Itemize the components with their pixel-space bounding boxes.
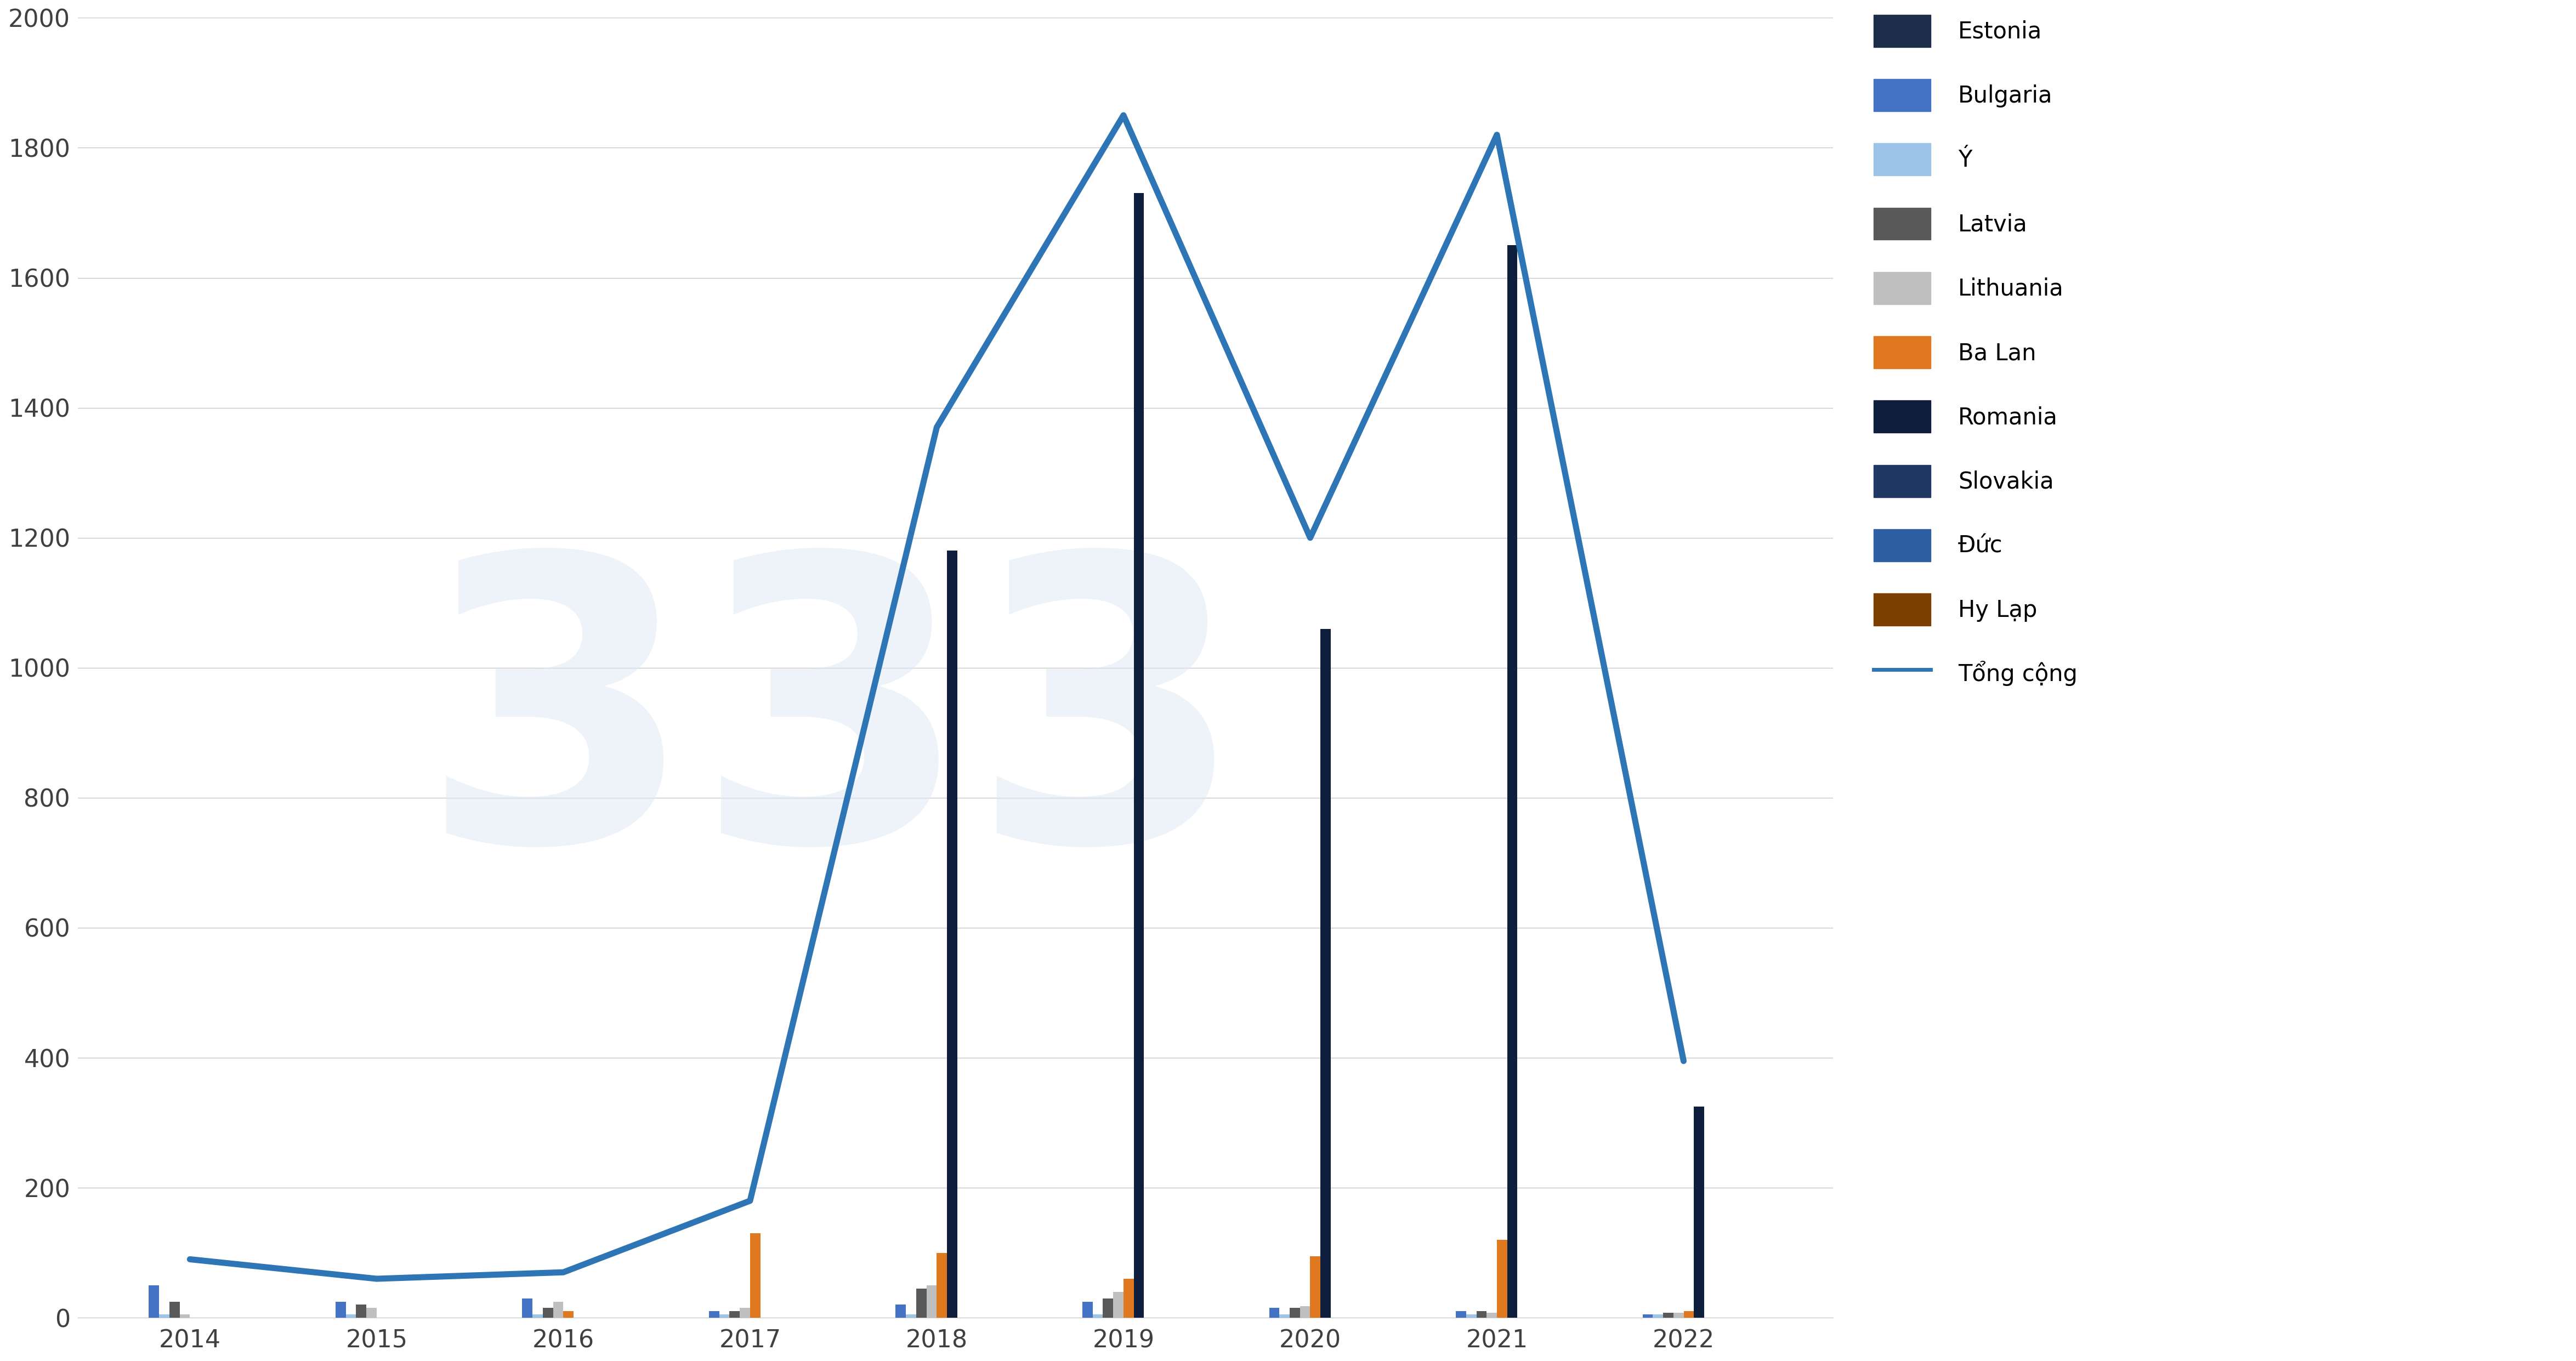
Bar [544, 1308, 554, 1317]
Bar [1103, 1298, 1113, 1317]
Bar [1301, 1307, 1311, 1317]
Bar [1643, 1315, 1654, 1317]
Bar [149, 1285, 160, 1317]
Bar [739, 1308, 750, 1317]
Legend: Estonia, Bulgaria, Ý, Latvia, Lithuania, Ba Lan, Romania, Slovakia, Đức, Hy Lạp,: Estonia, Bulgaria, Ý, Latvia, Lithuania,… [1862, 3, 2089, 701]
Bar [1455, 1311, 1466, 1317]
Bar [907, 1315, 917, 1317]
Bar [523, 1298, 533, 1317]
Bar [554, 1301, 564, 1317]
Bar [1685, 1311, 1695, 1317]
Bar [1123, 1279, 1133, 1317]
Bar [1497, 1240, 1507, 1317]
Bar [1664, 1312, 1674, 1317]
Bar [708, 1311, 719, 1317]
Bar [1674, 1312, 1685, 1317]
Bar [917, 1289, 927, 1317]
Bar [927, 1285, 938, 1317]
Bar [345, 1315, 355, 1317]
Bar [1486, 1312, 1497, 1317]
Bar [335, 1301, 345, 1317]
Bar [355, 1305, 366, 1317]
Bar [160, 1315, 170, 1317]
Bar [1082, 1301, 1092, 1317]
Bar [1476, 1311, 1486, 1317]
Bar [1113, 1292, 1123, 1317]
Bar [533, 1315, 544, 1317]
Bar [180, 1315, 191, 1317]
Bar [564, 1311, 574, 1317]
Bar [719, 1315, 729, 1317]
Bar [1270, 1308, 1280, 1317]
Bar [366, 1308, 376, 1317]
Bar [170, 1301, 180, 1317]
Bar [1133, 193, 1144, 1317]
Bar [750, 1233, 760, 1317]
Bar [1311, 1256, 1321, 1317]
Bar [1507, 245, 1517, 1317]
Bar [1321, 629, 1332, 1317]
Bar [1092, 1315, 1103, 1317]
Bar [1654, 1315, 1664, 1317]
Bar [1695, 1106, 1705, 1317]
Bar [896, 1305, 907, 1317]
Bar [1280, 1315, 1291, 1317]
Text: 333: 333 [420, 542, 1247, 924]
Bar [938, 1252, 948, 1317]
Bar [729, 1311, 739, 1317]
Bar [1466, 1315, 1476, 1317]
Bar [1291, 1308, 1301, 1317]
Bar [948, 551, 958, 1317]
